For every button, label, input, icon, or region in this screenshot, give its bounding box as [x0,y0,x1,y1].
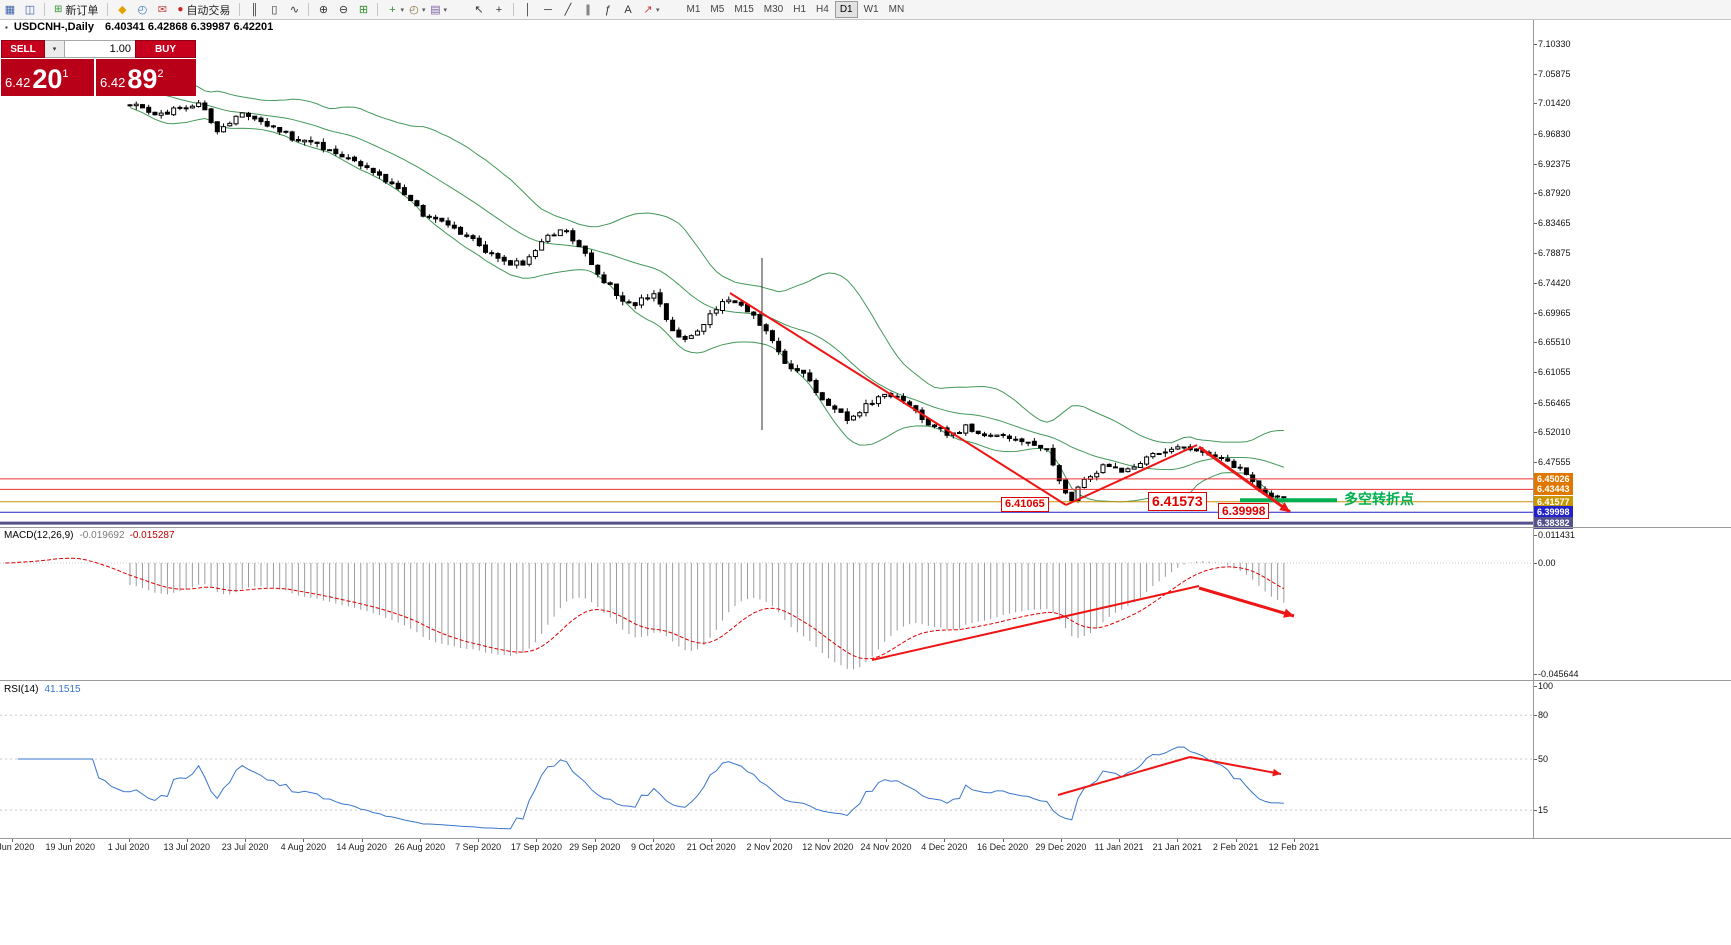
main-chart[interactable] [0,18,1533,527]
price-axis[interactable] [1534,19,1731,527]
timeframe-w1[interactable]: W1 [863,4,879,15]
ohlc-values: 6.40341 6.42868 6.39987 6.42201 [105,21,274,33]
buy-price-base: 6.42 [100,75,126,90]
chart-profiles-icon[interactable]: ◫ [24,3,36,16]
autotrading-button-icon: ● [177,4,184,15]
sell-price-base: 6.42 [5,75,31,90]
rsi-label: RSI(14) 41.1515 [4,684,81,695]
lot-stepper[interactable]: ▾ [45,40,65,58]
rsi-canvas[interactable] [0,681,1533,838]
indicators-icon-caret[interactable]: ▾ [400,6,404,14]
one-click-trading-widget: SELL ▾ BUY 6.42 20 1 6.42 89 2 [1,40,196,96]
new-order-button[interactable]: ⊞ 新订单 [49,2,103,18]
timeframe-d1[interactable]: D1 [834,1,858,18]
sell-price-sup: 1 [62,68,69,80]
rsi-axis[interactable] [1534,681,1731,838]
alerts-icon[interactable]: ✉ [157,3,167,16]
toolbar-group: │ ─ ╱ ∥ ƒ A ↗ ▾ [518,2,660,18]
rsi-title: RSI(14) [4,684,39,695]
arrow-objects-icon-caret[interactable]: ▾ [655,6,660,14]
price-callout-pivot[interactable]: 6.41573 [1148,492,1207,511]
chart-symbol-icon: ▪ [5,23,8,32]
autotrading-button[interactable]: ● 自动交易 [172,2,235,18]
zoom-out-icon[interactable]: ⊖ [338,3,349,16]
timeframe-mn[interactable]: MN [888,4,905,15]
rsi-value: 41.1515 [44,684,81,695]
toolbar-separator [377,3,379,16]
toolbar: ▦ ◫ ⊞ 新订单 ◆ ◴ ✉ ● 自动交易 ║ ▯ ∿ ⊕ ⊖ ⊞ + ▾ ◴ ▾ ▤ ▾ ↖ + │ ─ ╱ ∥ ƒ A ↗ ▾ M1 M5… [0,0,1731,20]
cycles-icon[interactable]: ◴ [409,3,419,16]
indicators-icon[interactable]: + [389,3,396,16]
sell-price-pips: 20 [32,64,63,94]
timeframe-m30[interactable]: M30 [763,4,784,15]
separator-macd-rsi[interactable] [0,680,1731,681]
symbol-title: USDCNH-,Daily [13,21,94,33]
timeframe-h4[interactable]: H4 [816,4,829,15]
cursor-icon[interactable]: ↖ [474,3,484,16]
macd-value-main: -0.019692 [79,530,125,541]
templates-icon[interactable]: ▤ [430,3,441,16]
macd-title: MACD(12,26,9) [4,530,74,541]
new-chart-icon[interactable]: ▦ [4,3,16,16]
sell-price-panel[interactable]: 6.42 20 1 [1,59,94,96]
toolbar-group: ◆ ◴ ✉ [112,2,172,18]
macd-label: MACD(12,26,9) -0.019692 -0.015287 [4,530,175,541]
chart-symbol-header: ▪ USDCNH-,Daily 6.40341 6.42868 6.39987 … [5,21,273,33]
sell-button[interactable]: SELL [1,40,45,58]
macd-value-signal: -0.015287 [129,530,175,541]
price-callout-support[interactable]: 6.39998 [1218,503,1270,520]
line-chart-icon[interactable]: ∿ [289,3,300,16]
toolbar-separator [308,3,310,16]
history-center-icon[interactable]: ◴ [137,3,148,16]
tile-windows-icon[interactable]: ⊞ [358,3,369,16]
channel-icon[interactable]: ∥ [585,3,591,16]
vertical-line-icon[interactable]: │ [524,3,532,16]
toolbar-group: ║ ▯ ∿ [244,2,304,18]
buy-price-sup: 2 [157,68,164,80]
toolbar-separator [239,3,241,16]
macd-axis[interactable] [1534,528,1731,680]
cycles-icon-caret[interactable]: ▾ [421,6,426,14]
price-axis-border [1533,19,1534,838]
turning-point-label[interactable]: 多空转折点 [1344,491,1414,507]
zoom-in-icon[interactable]: ⊕ [318,3,329,16]
main-chart-canvas[interactable] [0,18,1533,527]
bar-chart-icon[interactable]: ║ [250,3,259,16]
new-order-button-label: 新订单 [65,4,99,17]
fibonacci-icon[interactable]: ƒ [604,3,612,16]
text-icon[interactable]: A [624,3,632,16]
autotrading-button-label: 自动交易 [186,4,231,17]
timeframe-m1[interactable]: M1 [686,4,701,15]
metaeditor-icon[interactable]: ◆ [118,3,127,16]
horizontal-line-icon[interactable]: ─ [544,3,552,16]
separator-rsi-dates[interactable] [0,838,1731,839]
buy-button[interactable]: BUY [135,40,196,58]
time-axis[interactable] [0,838,1533,858]
timeframe-m15[interactable]: M15 [734,4,754,15]
buy-price-pips: 89 [127,64,158,94]
timeframe-m5[interactable]: M5 [710,4,725,15]
rsi-panel[interactable] [0,681,1533,838]
separator-main-macd[interactable] [0,527,1731,528]
toolbar-separator [512,3,514,16]
macd-panel[interactable] [0,528,1533,680]
toolbar-separator [107,3,109,16]
timeframe-h1[interactable]: H1 [793,4,807,15]
arrow-objects-icon[interactable]: ↗ [643,3,653,16]
templates-icon-caret[interactable]: ▾ [443,6,447,14]
toolbar-group: ⊕ ⊖ ⊞ [313,2,373,18]
price-callout-low[interactable]: 6.41065 [1001,497,1049,513]
crosshair-icon[interactable]: + [495,3,503,16]
buy-price-panel[interactable]: 6.42 89 2 [96,59,196,96]
new-order-button-icon: ⊞ [54,4,63,15]
toolbar-separator [44,3,45,16]
toolbar-group: + ▾ ◴ ▾ ▤ ▾ [382,2,447,18]
macd-canvas[interactable] [0,528,1533,680]
toolbar-group: ▦ ◫ [0,2,40,18]
candlestick-chart-icon[interactable]: ▯ [271,3,278,16]
lot-input[interactable] [65,40,135,58]
trendline-icon[interactable]: ╱ [564,3,572,16]
toolbar-group: ↖ + [469,2,509,18]
